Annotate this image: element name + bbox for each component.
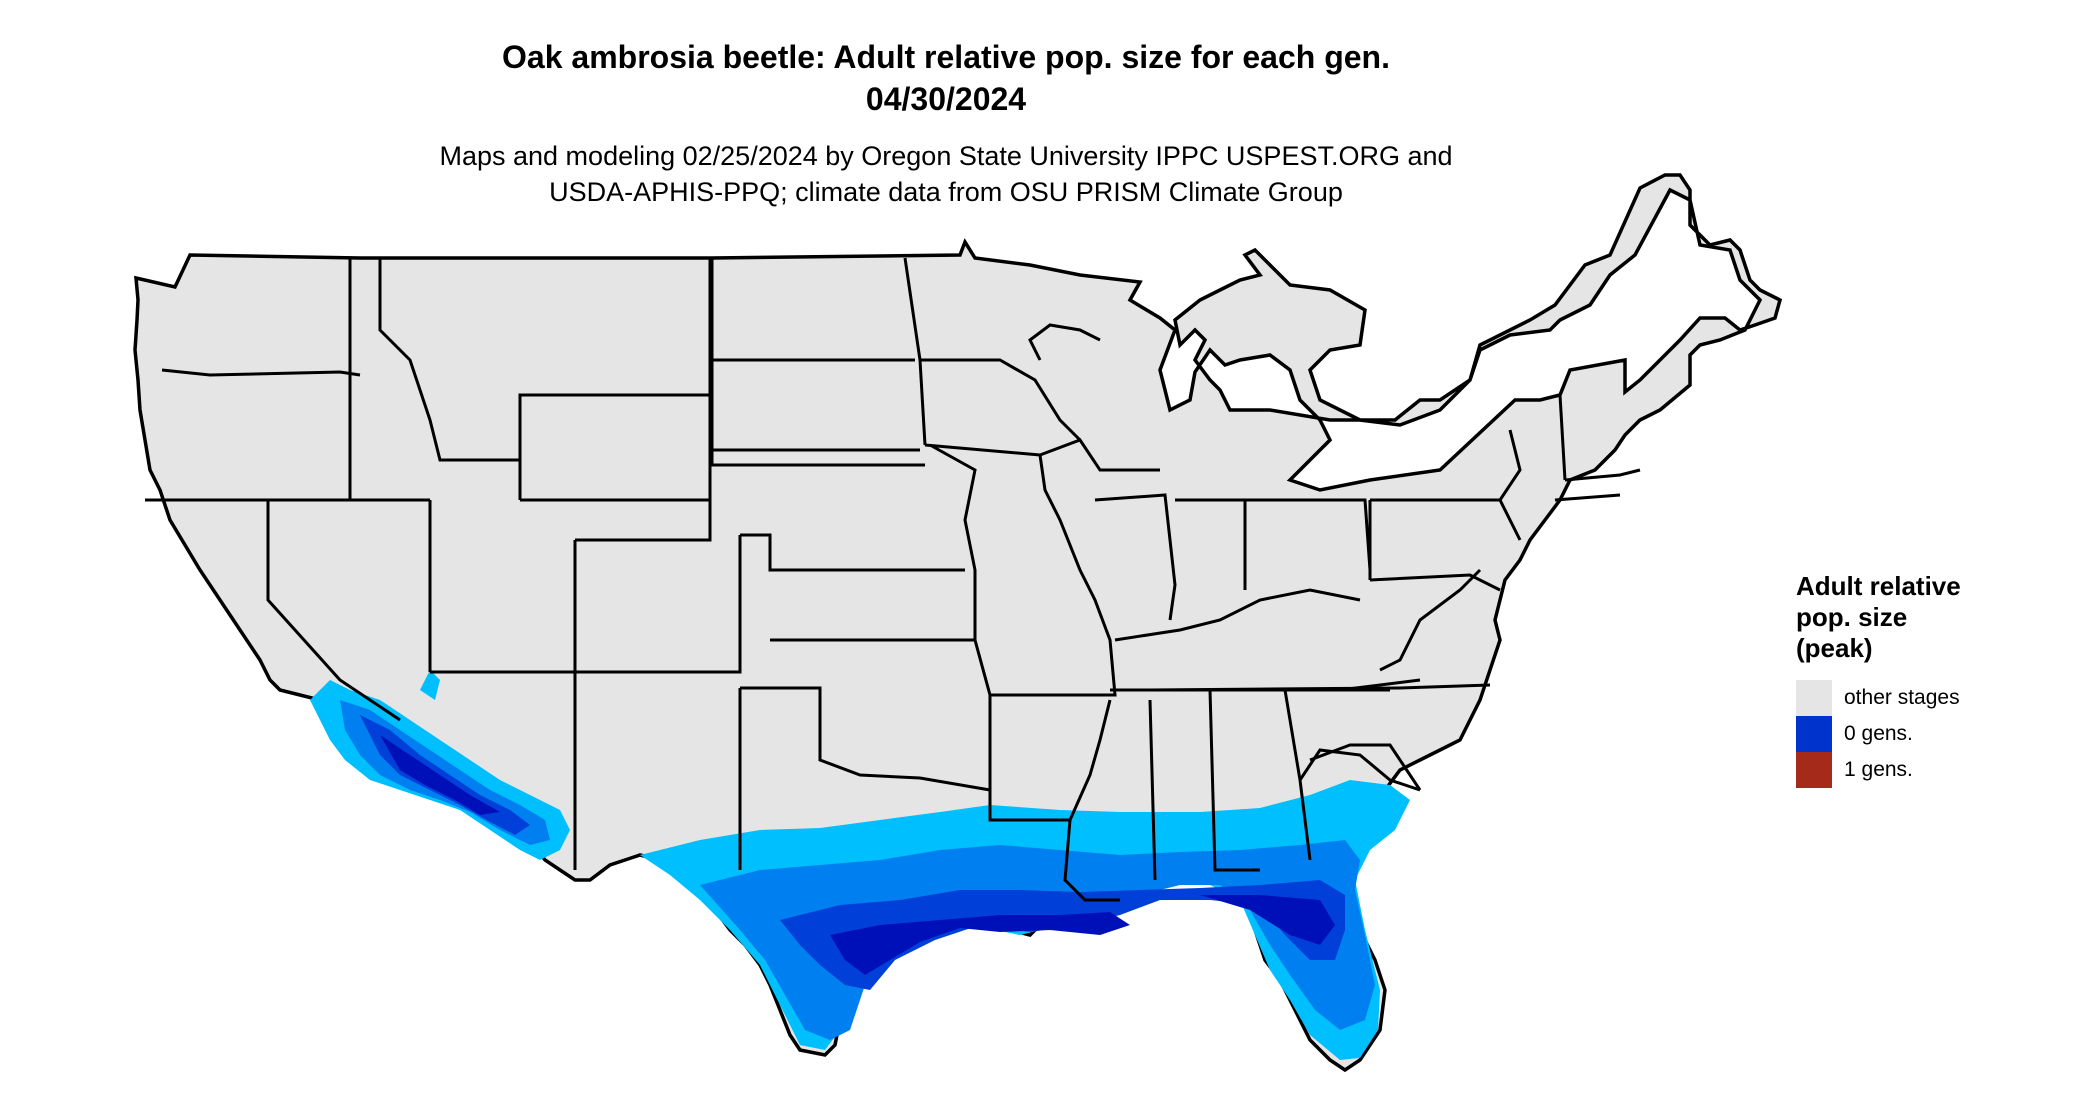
map-subtitle: Maps and modeling 02/25/2024 by Oregon S… [0,138,1892,210]
shading-region-1 [700,840,1375,1040]
legend-label: other stages [1844,686,1960,709]
us-outline [133,173,1783,1073]
legend-swatch [1796,716,1832,752]
legend-swatch [1796,680,1832,716]
population-shading [310,670,1410,1060]
legend-title-line-2: pop. size [1796,602,1908,632]
legend-item-0-gens: 0 gens. [1796,716,2036,752]
legend-label: 1 gens. [1844,758,1913,781]
legend-title-line-1: Adult relative [1796,571,1961,601]
legend-label: 0 gens. [1844,722,1913,745]
map-title: Oak ambrosia beetle: Adult relative pop.… [0,36,1892,120]
subtitle-line-1: Maps and modeling 02/25/2024 by Oregon S… [439,141,1453,171]
legend: Adult relative pop. size (peak) other st… [1796,571,2036,788]
subtitle-line-2: USDA-APHIS-PPQ; climate data from OSU PR… [549,177,1343,207]
shading-region-3 [830,912,1130,975]
shading-region-8 [380,735,500,815]
legend-item-1-gens: 1 gens. [1796,752,2036,788]
legend-title-line-3: (peak) [1796,633,1873,663]
title-line-1: Oak ambrosia beetle: Adult relative pop.… [502,39,1390,75]
shading-region-2 [780,880,1345,990]
state-borders [145,257,1641,902]
legend-swatch [1796,752,1832,788]
legend-title: Adult relative pop. size (peak) [1796,571,2036,664]
legend-item-other-stages: other stages [1796,680,2036,716]
title-date: 04/30/2024 [865,81,1027,117]
shading-region-4 [1200,895,1335,945]
shading-region-9 [420,670,440,700]
